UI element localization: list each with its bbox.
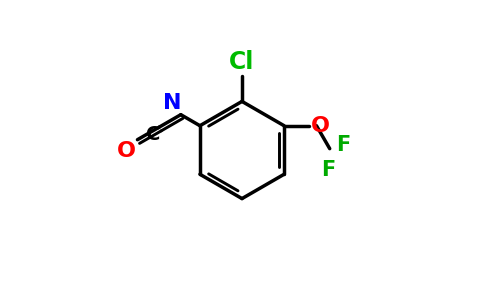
Text: N: N: [164, 93, 182, 113]
Text: F: F: [336, 135, 350, 155]
Text: O: O: [117, 141, 136, 161]
Text: O: O: [311, 116, 330, 136]
Text: Cl: Cl: [229, 50, 255, 74]
Text: C: C: [146, 125, 160, 144]
Text: F: F: [321, 160, 335, 180]
